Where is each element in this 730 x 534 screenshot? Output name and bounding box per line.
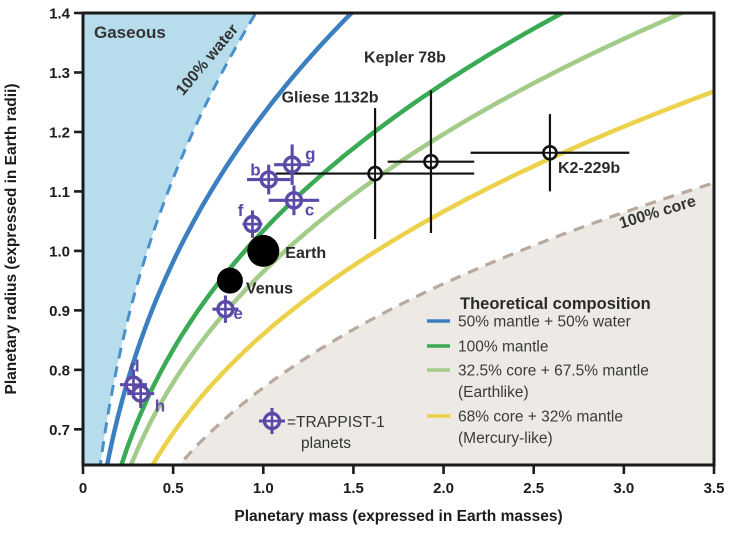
exoplanet-marker-kepler-78b <box>387 90 475 234</box>
y-tick-label-0.9: 0.9 <box>49 303 70 320</box>
x-tick-label-0: 0 <box>79 480 87 497</box>
trappist-1-c-label: c <box>305 200 314 219</box>
x-tick-label-2.0: 2.0 <box>433 480 454 497</box>
trappist-legend-line2: planets <box>301 435 351 452</box>
venus-marker <box>216 267 243 294</box>
axes-ticks: 0 0.5 1.0 1.5 2.0 2.5 3.0 3.5 0.7 0.8 0.9 1.0 1.1 1.2… <box>49 6 724 498</box>
y-tick-label-1.1: 1.1 <box>49 184 70 201</box>
x-axis-title: Planetary mass (expressed in Earth masse… <box>234 508 562 525</box>
y-tick-label-0.8: 0.8 <box>49 362 70 379</box>
trappist-1-d-label: d <box>129 357 139 376</box>
y-tick-label-0.7: 0.7 <box>49 422 70 439</box>
exoplanet-label-kepler-78b: Kepler 78b <box>364 50 446 67</box>
exoplanet-label-k2-229b: K2-229b <box>558 160 620 177</box>
trappist-legend: =TRAPPIST-1 planets <box>259 408 385 452</box>
legend-entry-mantle50-water50: 50% mantle + 50% water <box>458 314 631 331</box>
exoplanet-marker-k2-229b <box>470 114 630 192</box>
y-tick-label-1.2: 1.2 <box>49 124 70 141</box>
legend-entry-earthlike: 32.5% core + 67.5% mantle <box>458 363 649 380</box>
curve-mantle-100 <box>119 14 565 464</box>
x-tick-label-2.5: 2.5 <box>523 480 544 497</box>
earth-label: Earth <box>285 245 326 262</box>
trappist-1-b-label: b <box>250 161 260 180</box>
trappist-1-e-label: e <box>233 304 242 323</box>
exoplanet-label-gliese-1132b: Gliese 1132b <box>282 90 379 107</box>
trappist-legend-line1: =TRAPPIST-1 <box>287 414 385 431</box>
x-tick-label-0.5: 0.5 <box>163 480 184 497</box>
trappist-1-c-marker <box>268 185 320 216</box>
trappist-1-f-label: f <box>238 201 244 220</box>
legend: Theoretical composition 50% mantle + 50%… <box>427 295 651 447</box>
legend-title: Theoretical composition <box>460 295 651 313</box>
trappist-legend-marker-icon <box>259 408 285 434</box>
legend-entry-earthlike-line2: (Earthlike) <box>458 384 529 401</box>
curve-mantle50-water50 <box>105 14 354 464</box>
gaseous-region-label: Gaseous <box>94 23 166 42</box>
y-tick-label-1.0: 1.0 <box>49 243 70 260</box>
trappist-1-g-label: g <box>305 145 315 164</box>
trappist-1-h-marker <box>127 379 155 408</box>
trappist-1-e-marker <box>212 295 239 323</box>
curve-mercury-like <box>150 89 713 464</box>
curve-water-100 <box>98 14 257 464</box>
x-tick-label-3.0: 3.0 <box>613 480 634 497</box>
venus-label: Venus <box>246 281 293 298</box>
earth-marker <box>247 234 280 267</box>
composition-curves <box>98 14 713 464</box>
plot-frame <box>81 11 716 467</box>
shaded-regions <box>84 14 713 464</box>
y-tick-label-1.3: 1.3 <box>49 65 70 82</box>
legend-entry-mercury-like: 68% core + 32% mantle <box>458 409 623 426</box>
x-tick-label-3.5: 3.5 <box>704 480 725 497</box>
trappist-1-f-marker <box>242 210 263 238</box>
x-tick-label-1.5: 1.5 <box>343 480 364 497</box>
gaseous-region <box>84 14 255 464</box>
trappist-1-g-marker <box>274 144 311 185</box>
y-axis-title: Planetary radius (expressed in Earth rad… <box>3 84 20 395</box>
curve-core-100 <box>178 181 713 464</box>
trappist-1-h-label: h <box>155 397 165 416</box>
x-tick-label-1.0: 1.0 <box>253 480 274 497</box>
data-points: Gliese 1132b Kepler 78b K2-229b Earth Venus b… <box>119 50 630 416</box>
core-region <box>180 183 713 464</box>
y-tick-label-1.4: 1.4 <box>49 6 71 23</box>
exoplanet-marker-gliese-1132b <box>275 108 475 239</box>
legend-entry-mercury-like-line2: (Mercury-like) <box>458 430 553 447</box>
legend-entry-mantle-100: 100% mantle <box>458 339 548 356</box>
trappist-1-b-marker <box>247 164 291 195</box>
